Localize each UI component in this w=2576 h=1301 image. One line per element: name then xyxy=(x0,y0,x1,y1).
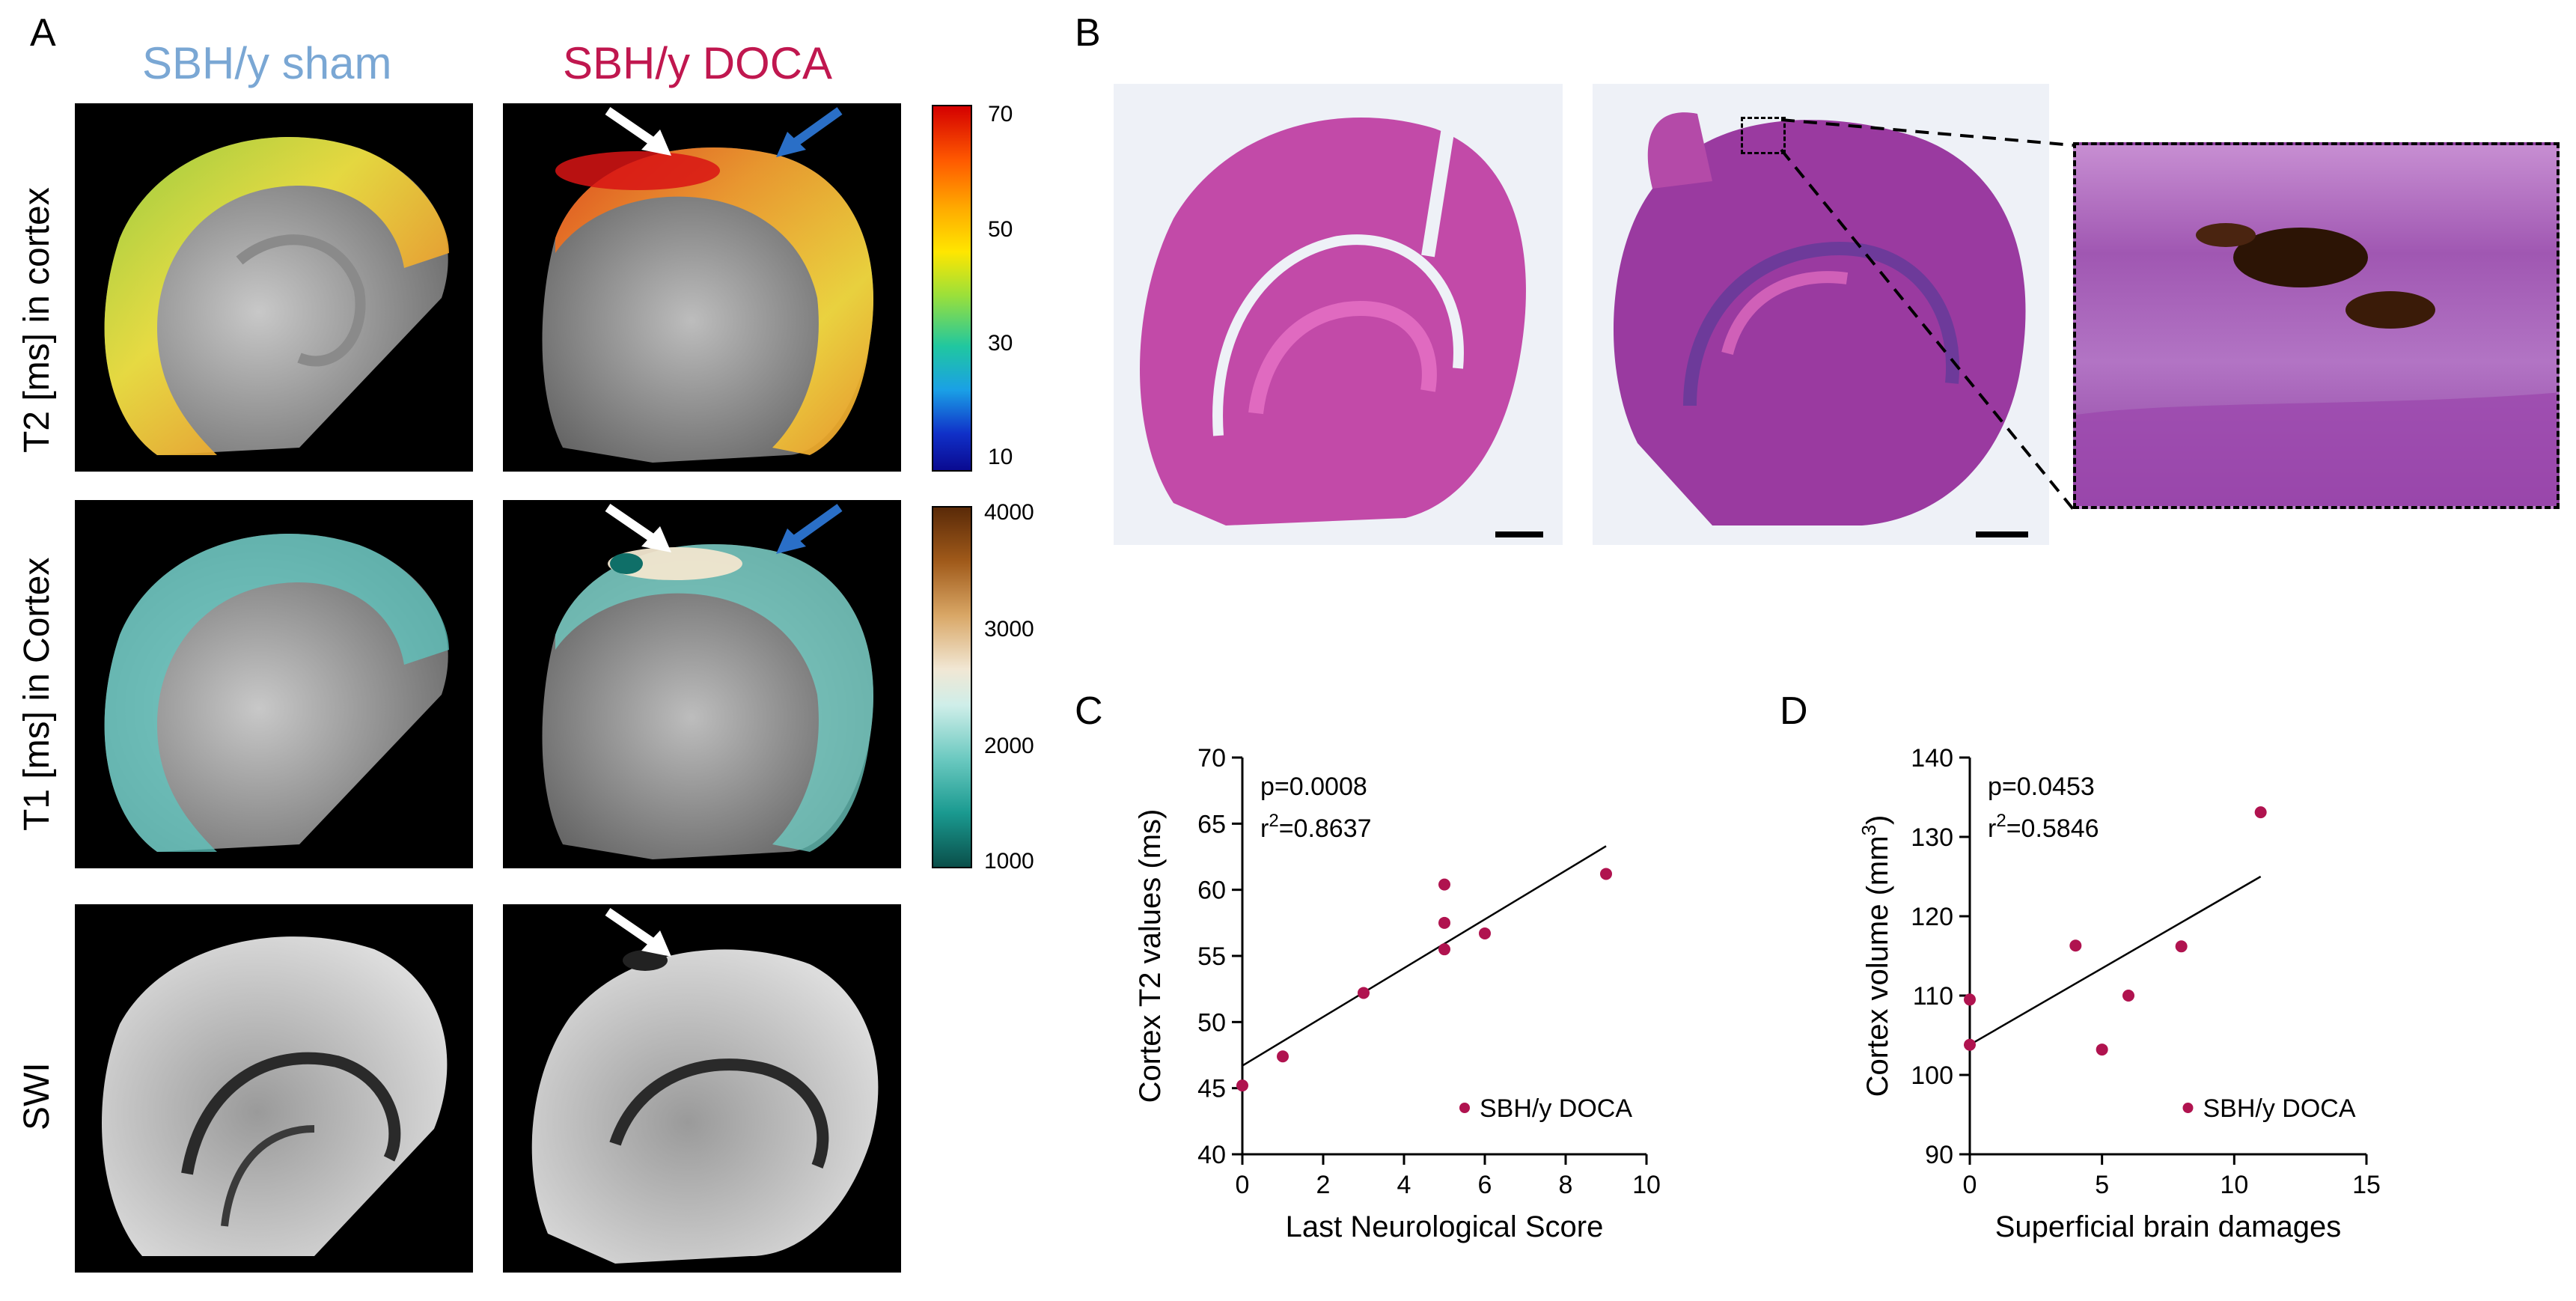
x-tick-label: 0 xyxy=(1963,1171,1977,1199)
blue-arrow-icon xyxy=(776,504,843,554)
colorbar-t1-tick-2000: 2000 xyxy=(984,734,1034,758)
x-tick-label: 15 xyxy=(2352,1171,2381,1199)
histology-sham-section xyxy=(1114,84,1563,545)
panel-label-b: B xyxy=(1075,11,1101,55)
x-tick-label: 5 xyxy=(2095,1171,2109,1199)
r2-annotation: r2=0.5846 xyxy=(1988,811,2099,843)
scatter-chart-c: 40 45 50 55 60 65 70 0 2 4 6 8 10 Last Neurological S… xyxy=(1134,744,1661,1243)
data-point xyxy=(2254,806,2267,819)
colorbar-t2-tick-30: 30 xyxy=(988,331,1013,356)
p-value-annotation: p=0.0008 xyxy=(1260,773,1367,801)
white-arrow-icon xyxy=(605,504,671,552)
y-tick-label: 50 xyxy=(1197,1008,1226,1037)
data-point xyxy=(1438,916,1450,929)
y-tick-label: 90 xyxy=(1925,1141,1953,1169)
colorbar-t2-tick-70: 70 xyxy=(988,102,1013,127)
y-tick-label: 45 xyxy=(1197,1075,1226,1103)
data-point xyxy=(1438,943,1450,956)
legend-marker xyxy=(1459,1103,1470,1113)
x-tick-label: 10 xyxy=(2220,1171,2248,1199)
x-tick-label: 4 xyxy=(1397,1171,1411,1199)
regression-line xyxy=(1969,875,2262,1046)
legend-marker xyxy=(2182,1103,2194,1113)
data-point xyxy=(1236,1079,1248,1092)
y-axis-label: Cortex T2 values (ms) xyxy=(1134,809,1167,1103)
zoom-connector-lines xyxy=(1780,118,2075,511)
colorbar-t1 xyxy=(932,506,972,868)
p-value-annotation: p=0.0453 xyxy=(1988,773,2095,801)
y-tick-label: 140 xyxy=(1911,744,1953,773)
x-tick-label: 6 xyxy=(1478,1171,1492,1199)
data-point xyxy=(2175,940,2188,953)
legend-label: SBH/y DOCA xyxy=(1480,1094,1632,1123)
y-tick-label: 60 xyxy=(1197,877,1226,905)
colorbar-t1-tick-3000: 3000 xyxy=(984,617,1034,642)
mri-t1-sham xyxy=(75,500,473,868)
histology-doca-section xyxy=(1593,84,2049,545)
blue-arrow-icon xyxy=(776,107,843,157)
x-axis-label: Last Neurological Score xyxy=(1286,1210,1604,1243)
x-tick-label: 2 xyxy=(1316,1171,1331,1199)
colorbar-t1-tick-1000: 1000 xyxy=(984,849,1034,874)
data-point xyxy=(2096,1043,2108,1056)
panel-label-d: D xyxy=(1780,689,1808,733)
colorbar-t2-tick-10: 10 xyxy=(988,445,1013,469)
x-tick-label: 0 xyxy=(1236,1171,1250,1199)
row-label-t1: T1 [ms] in Cortex xyxy=(17,557,57,831)
mri-swi-doca xyxy=(503,904,901,1273)
colorbar-t1-tick-4000: 4000 xyxy=(984,500,1034,525)
y-axis-label: Cortex volume (mm3) xyxy=(1858,815,1894,1097)
y-tick-label: 55 xyxy=(1197,942,1226,971)
zoom-region-box xyxy=(1741,117,1786,154)
row-label-swi: SWI xyxy=(17,1062,57,1130)
data-point xyxy=(1479,927,1491,939)
y-tick-label: 130 xyxy=(1911,823,1953,852)
y-tick-label: 100 xyxy=(1911,1061,1953,1090)
r2-annotation: r2=0.8637 xyxy=(1260,811,1372,843)
mri-swi-sham xyxy=(75,904,473,1273)
y-tick-label: 120 xyxy=(1911,903,1953,931)
data-point xyxy=(1964,1038,1976,1051)
mri-t2-sham xyxy=(75,103,473,472)
white-arrow-icon xyxy=(605,908,671,957)
data-point xyxy=(2069,939,2082,952)
panel-label-c: C xyxy=(1075,689,1103,733)
data-point xyxy=(1358,987,1370,999)
regression-line xyxy=(1242,845,1607,1067)
colorbar-t2-tick-50: 50 xyxy=(988,217,1013,242)
mri-t1-doca xyxy=(503,500,901,868)
y-tick-label: 110 xyxy=(1913,982,1953,1011)
data-point xyxy=(2122,990,2134,1002)
data-point xyxy=(1964,993,1976,1006)
y-tick-label: 70 xyxy=(1197,744,1226,773)
data-point xyxy=(1438,878,1450,891)
histology-zoom-inset xyxy=(2073,142,2560,509)
y-tick-label: 40 xyxy=(1197,1141,1226,1169)
white-arrow-icon xyxy=(605,107,671,156)
data-point xyxy=(1600,868,1612,880)
x-axis-label: Superficial brain damages xyxy=(1995,1210,2341,1243)
scale-bar xyxy=(1976,531,2028,537)
scatter-chart-d: 90 100 110 120 130 140 0 5 10 15 Superficial brain… xyxy=(1858,744,2381,1243)
y-tick-label: 65 xyxy=(1197,810,1226,838)
x-tick-label: 8 xyxy=(1559,1171,1573,1199)
mri-t2-doca xyxy=(503,103,901,472)
panel-label-a: A xyxy=(30,11,56,55)
column-title-sham: SBH/y sham xyxy=(142,38,392,88)
x-tick-label: 10 xyxy=(1632,1171,1661,1199)
data-point xyxy=(1277,1050,1289,1063)
scale-bar xyxy=(1495,531,1543,537)
colorbar-t2 xyxy=(932,105,972,472)
column-title-doca: SBH/y DOCA xyxy=(563,38,833,88)
legend-label: SBH/y DOCA xyxy=(2203,1094,2356,1123)
row-label-t2: T2 [ms] in cortex xyxy=(17,187,57,453)
